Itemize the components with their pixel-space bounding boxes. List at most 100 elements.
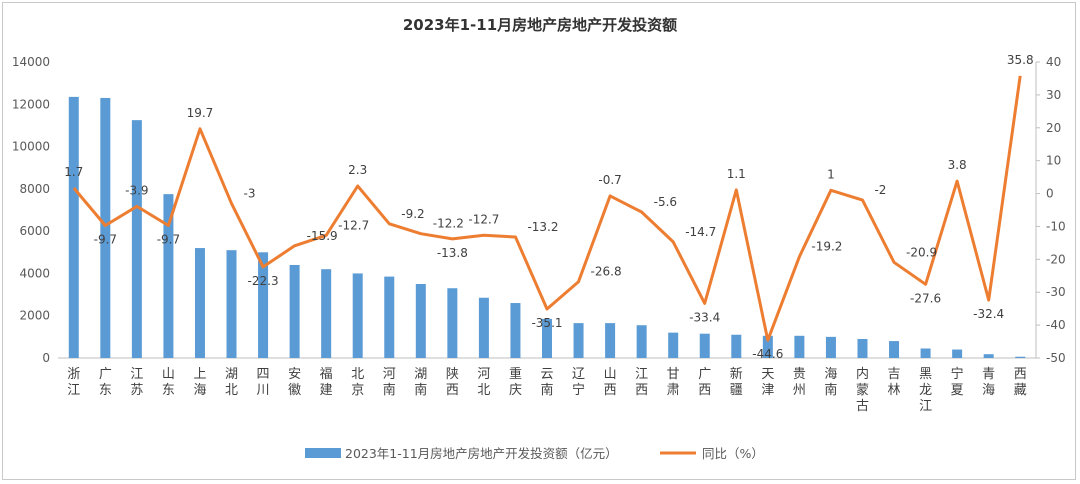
line-data-label: -0.7 [598,173,621,187]
category-label: 海南 [824,367,837,398]
bar [68,96,79,358]
left-tick-label: 6000 [19,224,50,238]
line-data-label: -20.9 [906,245,937,259]
line-data-label: -3 [244,186,256,200]
bar [605,323,616,358]
line-data-label: -12.7 [338,218,369,232]
category-label: 重庆 [509,366,522,398]
bar [194,248,205,358]
bar [510,303,521,358]
bar [952,349,963,358]
line-data-label: -9.7 [94,232,117,246]
bar [131,120,142,359]
line-data-label: -32.4 [973,307,1004,321]
line-data-label: 35.8 [1007,53,1034,67]
legend: 2023年1-11月房地产房地产开发投资额（亿元） 同比（%） [305,446,764,461]
category-label: 山西 [604,367,617,398]
bar [352,273,363,358]
category-label: 山东 [162,367,175,398]
left-tick-label: 2000 [19,309,50,323]
left-tick-label: 8000 [19,182,50,196]
category-label: 北京 [351,367,364,398]
category-label: 湖北 [225,367,238,398]
category-label: 青海 [982,367,995,398]
bar [1015,356,1026,358]
left-tick-label: 4000 [19,266,50,280]
bar [731,334,742,358]
category-label: 广西 [698,367,711,398]
line-data-label: -22.3 [248,274,279,288]
right-tick-label: 30 [1046,88,1061,102]
line-data-label: -9.2 [401,207,424,221]
bar [699,333,710,358]
category-axis: 浙江广东江苏山东上海湖北四川安徽福建北京河南湖南陕西河北重庆云南辽宁山西江西甘肃… [67,366,1026,414]
bar [289,264,300,358]
bar [415,284,426,358]
category-label: 西藏 [1014,367,1027,398]
category-label: 江西 [635,367,648,398]
category-label: 吉林 [888,367,901,398]
bar [321,269,332,358]
bar [636,325,647,358]
bar [258,252,269,358]
bar [542,318,552,358]
line-path [72,75,1022,342]
line-data-label: 1.1 [727,167,746,181]
line-data-label: -12.2 [433,217,464,231]
line-data-label: 19.7 [187,106,214,120]
category-label: 云南 [540,367,553,398]
category-label: 新疆 [730,366,743,398]
bar [794,335,805,358]
bar [668,332,679,358]
line-data-label: -2 [874,183,886,197]
bar [889,341,900,358]
right-tick-label: 0 [1046,187,1054,201]
line-data-label: 1 [827,167,835,181]
line-data-label: -5.6 [654,195,677,209]
bar [100,97,111,358]
line-data-label: -15.9 [307,229,338,243]
category-label: 广东 [99,367,112,398]
line-data-label: -19.2 [811,240,842,254]
right-y-axis: -50 -40 -30 -20 -10 0 10 20 30 40 [1035,55,1066,365]
right-tick-label: 20 [1046,121,1061,135]
category-label: 湖南 [414,367,427,398]
line-series [72,75,1022,342]
category-label: 辽宁 [572,367,585,398]
left-tick-label: 10000 [12,140,50,154]
category-label: 上海 [193,367,206,398]
right-tick-label: 10 [1046,154,1061,168]
line-data-label: -26.8 [591,265,622,279]
line-data-label: -14.7 [685,225,716,239]
category-label: 内蒙古 [856,366,869,414]
chart-title: 2023年1-11月房地产房地产开发投资额 [402,16,678,34]
bar-series [68,96,1026,359]
right-tick-label: -40 [1046,318,1066,332]
category-label: 浙江 [67,367,80,398]
category-label: 河南 [383,367,396,398]
category-label: 安徽 [288,367,301,398]
bar [573,323,584,358]
line-data-label: -12.7 [468,212,499,226]
right-tick-label: -50 [1046,351,1066,365]
bar [920,348,931,358]
line-data-label: -9.7 [157,232,180,246]
bar [447,288,458,358]
category-label: 河北 [477,367,490,398]
category-label: 陕西 [446,367,459,398]
category-label: 宁夏 [951,366,964,398]
category-label: 江苏 [130,367,143,398]
bar [762,335,773,358]
left-tick-label: 0 [42,351,50,365]
legend-label-bar: 2023年1-11月房地产房地产开发投资额（亿元） [345,446,618,461]
category-label: 贵州 [793,367,806,398]
legend-label-line: 同比（%） [702,446,764,461]
bar [384,276,395,358]
line-data-labels: 1.7-9.7-3.9-9.719.7-3-22.3-15.9-12.72.3-… [64,53,1033,361]
category-label: 福建 [320,367,333,398]
right-tick-label: 40 [1046,55,1061,69]
line-data-label: -35.1 [531,316,562,330]
line-data-label: -3.9 [125,183,148,197]
